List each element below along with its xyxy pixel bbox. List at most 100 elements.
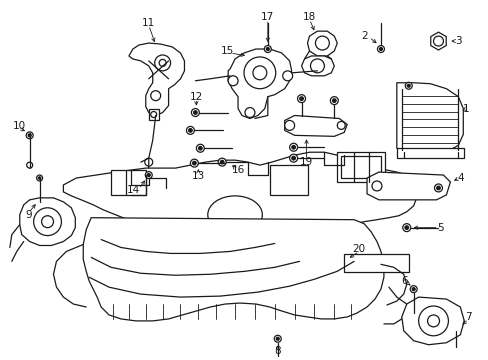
Circle shape — [191, 109, 199, 117]
Polygon shape — [301, 56, 334, 76]
Text: 3: 3 — [454, 36, 461, 46]
Circle shape — [264, 46, 271, 53]
Text: 1: 1 — [462, 104, 468, 113]
Circle shape — [39, 177, 41, 179]
Circle shape — [26, 132, 33, 139]
Circle shape — [190, 159, 198, 167]
Polygon shape — [83, 218, 383, 321]
Text: 15: 15 — [220, 46, 233, 56]
Bar — [341, 156, 380, 178]
Circle shape — [379, 48, 382, 50]
Circle shape — [276, 337, 279, 340]
Text: 12: 12 — [189, 92, 203, 102]
Circle shape — [159, 59, 166, 66]
Ellipse shape — [207, 196, 262, 234]
Text: 9: 9 — [25, 210, 32, 220]
Circle shape — [407, 84, 409, 87]
Circle shape — [282, 71, 292, 81]
Circle shape — [411, 288, 414, 291]
Polygon shape — [307, 31, 337, 56]
Text: 19: 19 — [299, 157, 312, 167]
Circle shape — [154, 55, 170, 71]
Polygon shape — [401, 297, 463, 345]
Bar — [396, 148, 463, 158]
Text: 13: 13 — [191, 171, 204, 181]
Circle shape — [284, 121, 294, 130]
Circle shape — [405, 82, 411, 89]
Circle shape — [299, 97, 303, 100]
Circle shape — [315, 36, 328, 50]
Circle shape — [404, 226, 407, 229]
Circle shape — [193, 111, 197, 114]
Polygon shape — [284, 116, 346, 136]
Polygon shape — [396, 83, 462, 155]
Polygon shape — [63, 152, 416, 246]
Circle shape — [147, 174, 150, 176]
Circle shape — [371, 181, 381, 191]
Circle shape — [427, 315, 439, 327]
Circle shape — [28, 134, 31, 137]
Bar — [337, 152, 384, 182]
Circle shape — [289, 154, 297, 162]
Circle shape — [332, 99, 335, 102]
Circle shape — [274, 335, 281, 342]
Circle shape — [228, 76, 238, 86]
Circle shape — [291, 156, 295, 160]
Circle shape — [220, 160, 224, 164]
Circle shape — [186, 126, 194, 134]
Circle shape — [402, 224, 410, 231]
Text: 5: 5 — [436, 222, 443, 233]
Bar — [269, 165, 307, 195]
Circle shape — [266, 48, 269, 50]
Polygon shape — [20, 198, 75, 246]
Polygon shape — [129, 43, 184, 116]
Circle shape — [150, 91, 161, 100]
Circle shape — [289, 143, 297, 151]
Circle shape — [433, 36, 443, 46]
Circle shape — [434, 184, 442, 192]
Circle shape — [418, 306, 447, 336]
Text: 7: 7 — [464, 312, 470, 322]
Text: 18: 18 — [302, 12, 315, 22]
Circle shape — [454, 325, 457, 328]
Bar — [344, 255, 408, 272]
Circle shape — [409, 286, 416, 293]
Circle shape — [436, 186, 439, 190]
Circle shape — [252, 66, 266, 80]
Text: 16: 16 — [231, 165, 244, 175]
Circle shape — [27, 162, 33, 168]
Circle shape — [244, 108, 254, 117]
Circle shape — [145, 172, 152, 179]
Text: 17: 17 — [261, 12, 274, 22]
Circle shape — [337, 121, 345, 129]
Text: 6: 6 — [401, 276, 407, 286]
Circle shape — [37, 175, 42, 181]
Circle shape — [291, 145, 295, 149]
Circle shape — [192, 161, 196, 165]
Bar — [111, 170, 145, 195]
Circle shape — [188, 129, 192, 132]
Text: 14: 14 — [127, 185, 140, 195]
Circle shape — [377, 46, 384, 53]
Circle shape — [34, 208, 61, 235]
Text: 8: 8 — [274, 346, 281, 356]
Text: 20: 20 — [352, 244, 365, 255]
Text: 4: 4 — [456, 173, 463, 183]
Circle shape — [144, 158, 152, 166]
Circle shape — [218, 158, 225, 166]
Polygon shape — [366, 172, 449, 200]
Circle shape — [297, 95, 305, 103]
Circle shape — [150, 112, 156, 117]
Circle shape — [198, 147, 202, 150]
Text: 11: 11 — [142, 18, 155, 28]
Circle shape — [452, 323, 459, 330]
Polygon shape — [228, 49, 291, 118]
Circle shape — [310, 59, 324, 73]
Circle shape — [41, 216, 53, 228]
Polygon shape — [148, 109, 158, 121]
Text: 10: 10 — [13, 121, 26, 131]
Polygon shape — [430, 32, 446, 50]
Circle shape — [244, 57, 275, 89]
Circle shape — [330, 96, 338, 105]
Circle shape — [196, 144, 204, 152]
